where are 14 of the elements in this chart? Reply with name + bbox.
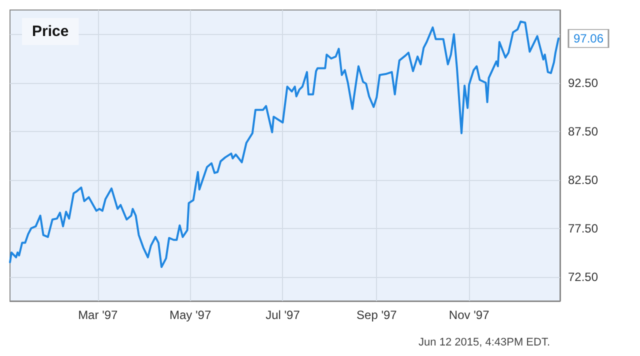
text: Price: [32, 23, 69, 40]
y-tick-label: 82.50: [568, 172, 598, 187]
x-tick-label: Jul '97: [266, 308, 300, 322]
annotation: 97.06: [573, 32, 604, 46]
x-tick-label: Mar '97: [78, 308, 118, 322]
y-tick-label: 72.50: [568, 270, 598, 284]
x-tick-label: Sep '97: [356, 308, 398, 322]
x-tick-label: May '97: [169, 308, 212, 322]
y-tick-label: 92.50: [568, 76, 598, 90]
x-tick-label: Nov '97: [448, 308, 490, 322]
y-tick-label: 77.50: [568, 221, 598, 236]
text: Jun 12 2015, 4:43PM EDT.: [418, 336, 550, 348]
y-tick-label: 87.50: [568, 124, 598, 138]
line-series: [9, 20, 560, 268]
